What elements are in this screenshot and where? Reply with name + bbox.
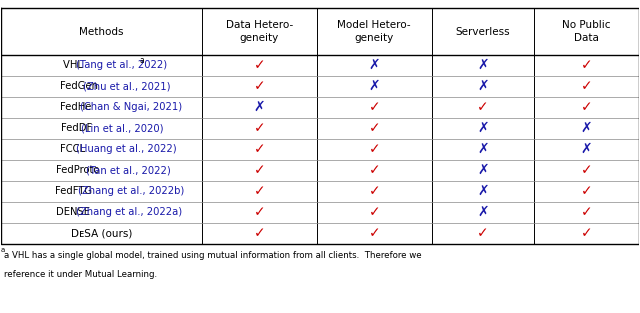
- Text: (Zhu et al., 2021): (Zhu et al., 2021): [83, 81, 170, 91]
- Text: ✗: ✗: [477, 58, 489, 72]
- Text: ✓: ✓: [581, 58, 593, 72]
- Text: ✓: ✓: [369, 142, 380, 156]
- Text: (Tan et al., 2022): (Tan et al., 2022): [86, 165, 171, 175]
- Text: ✗: ✗: [369, 79, 380, 93]
- Text: FedHe: FedHe: [60, 102, 94, 112]
- Text: ✓: ✓: [253, 121, 265, 135]
- Text: Methods: Methods: [79, 27, 124, 37]
- Text: VHL: VHL: [63, 60, 86, 70]
- Text: ✓: ✓: [253, 79, 265, 93]
- Text: a VHL has a single global model, trained using mutual information from all clien: a VHL has a single global model, trained…: [4, 251, 422, 259]
- Text: ✓: ✓: [581, 184, 593, 198]
- Text: Model Hetero-
geneity: Model Hetero- geneity: [337, 20, 411, 43]
- Text: ✓: ✓: [369, 226, 380, 240]
- Text: reference it under Mutual Learning.: reference it under Mutual Learning.: [4, 270, 157, 279]
- Text: ✓: ✓: [369, 121, 380, 135]
- Text: ✗: ✗: [477, 163, 489, 177]
- Text: DENSE: DENSE: [56, 207, 93, 217]
- Text: ✗: ✗: [477, 205, 489, 219]
- Text: ✓: ✓: [253, 205, 265, 219]
- Text: ✓: ✓: [253, 142, 265, 156]
- Text: FCCL: FCCL: [60, 144, 88, 154]
- Text: Data Hetero-
geneity: Data Hetero- geneity: [226, 20, 293, 43]
- Text: (Tang et al., 2022): (Tang et al., 2022): [76, 60, 168, 70]
- Text: ✓: ✓: [253, 163, 265, 177]
- Text: (Zhang et al., 2022a): (Zhang et al., 2022a): [76, 207, 182, 217]
- Text: FedDF: FedDF: [61, 123, 96, 133]
- Text: No Public
Data: No Public Data: [563, 20, 611, 43]
- Text: FedFTG: FedFTG: [55, 186, 95, 196]
- Text: (Lin et al., 2020): (Lin et al., 2020): [81, 123, 164, 133]
- Text: a: a: [1, 247, 5, 253]
- Text: ✓: ✓: [253, 226, 265, 240]
- Text: ✓: ✓: [369, 100, 380, 114]
- Text: ✓: ✓: [369, 205, 380, 219]
- Text: ✗: ✗: [253, 100, 265, 114]
- Text: ✗: ✗: [477, 142, 489, 156]
- Text: ✓: ✓: [477, 226, 489, 240]
- Text: ✓: ✓: [581, 226, 593, 240]
- Text: ✓: ✓: [581, 100, 593, 114]
- Text: ✗: ✗: [581, 142, 593, 156]
- Text: (Huang et al., 2022): (Huang et al., 2022): [76, 144, 177, 154]
- Text: ✗: ✗: [477, 79, 489, 93]
- Text: ✗: ✗: [477, 121, 489, 135]
- Text: Serverless: Serverless: [456, 27, 510, 37]
- Text: ✓: ✓: [581, 163, 593, 177]
- Text: ✗: ✗: [369, 58, 380, 72]
- Text: (Zhang et al., 2022b): (Zhang et al., 2022b): [78, 186, 184, 196]
- Text: ✓: ✓: [253, 184, 265, 198]
- Text: (Chan & Ngai, 2021): (Chan & Ngai, 2021): [80, 102, 182, 112]
- Text: FedGen: FedGen: [60, 81, 101, 91]
- Text: ✓: ✓: [477, 100, 489, 114]
- Text: ✓: ✓: [581, 79, 593, 93]
- Text: ✓: ✓: [253, 58, 265, 72]
- Text: ✓: ✓: [581, 205, 593, 219]
- Text: FedProto: FedProto: [56, 165, 103, 175]
- Text: ✗: ✗: [477, 184, 489, 198]
- Text: ✗: ✗: [581, 121, 593, 135]
- Text: a: a: [140, 56, 144, 65]
- Text: ✓: ✓: [369, 163, 380, 177]
- Text: DᴇSA (ours): DᴇSA (ours): [70, 228, 132, 238]
- Text: ✓: ✓: [369, 184, 380, 198]
